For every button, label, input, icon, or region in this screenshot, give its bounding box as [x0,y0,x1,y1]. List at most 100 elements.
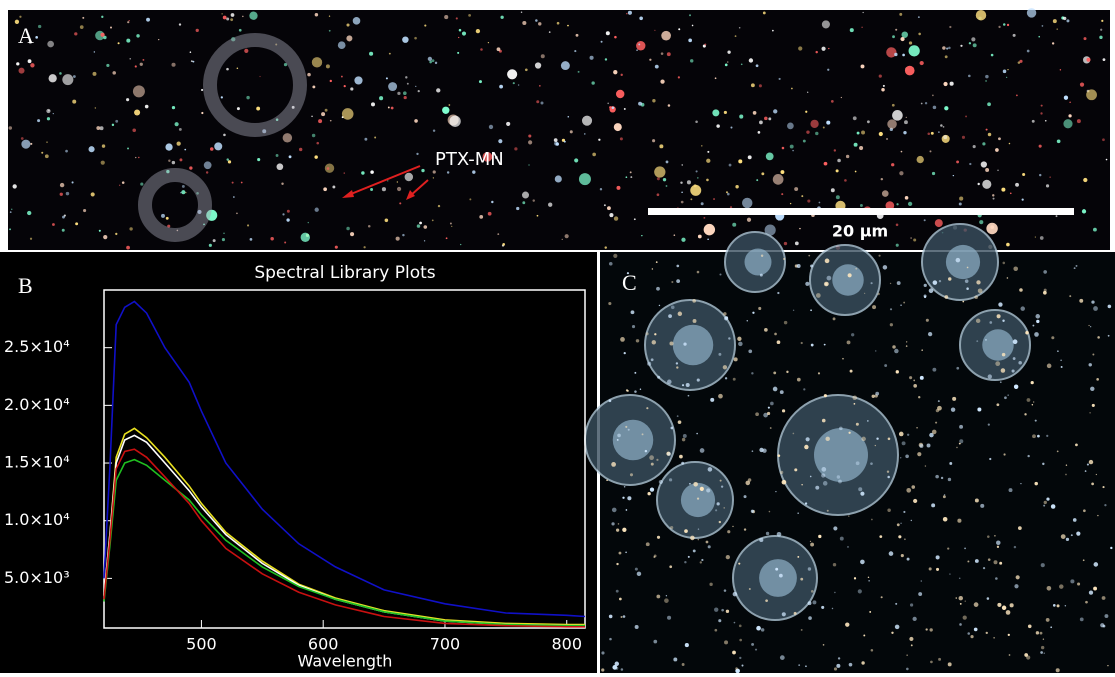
particle [230,18,233,21]
particle [387,180,388,181]
particle [9,228,11,230]
particle [620,137,623,140]
particle [1102,486,1104,488]
particle [911,485,915,489]
particle [899,432,904,437]
particle [959,439,963,443]
particle [901,554,904,557]
particle [601,651,604,654]
particle [236,213,238,215]
particle [204,161,212,169]
particle [432,219,434,221]
particle [781,193,783,195]
particle [1096,378,1099,381]
particle [405,76,407,78]
particle [716,124,719,127]
particle [903,511,905,513]
particle [724,589,727,592]
particle [223,134,226,137]
particle [935,219,943,227]
particle [794,468,797,471]
particle [115,120,118,123]
particle [621,668,624,671]
particle [638,102,642,106]
particle [1027,398,1031,402]
particle [536,100,539,103]
particle [431,59,434,62]
particle [222,238,225,241]
particle [890,308,892,310]
particle [759,121,763,125]
particle [960,45,962,47]
particle [656,261,658,263]
particle [985,75,988,78]
particle [805,502,807,504]
particle [91,192,95,196]
particle [62,74,73,85]
particle [346,35,352,41]
particle [657,376,660,379]
particle [1015,183,1019,187]
particle [678,312,682,316]
particle [1087,463,1089,465]
particle [1020,306,1024,310]
y-tick-label: 2.5×10⁴ [4,337,70,356]
particle [614,123,622,131]
particle [89,146,95,152]
particle [811,590,814,593]
particle [65,150,68,153]
particle [1034,482,1037,485]
particle [1043,291,1047,295]
particle [388,82,397,91]
particle [926,319,929,322]
particle [680,181,682,183]
particle [715,509,717,511]
particle [959,578,961,580]
particle [129,58,130,59]
particle [666,161,669,164]
particle [732,526,733,527]
particle [1007,69,1008,70]
particle [872,395,875,398]
particle [513,82,515,84]
particle [682,663,685,666]
particle [905,66,915,76]
particle [848,516,849,517]
particle [936,568,939,571]
particle [60,193,63,196]
particle [951,407,955,411]
particle [624,486,626,488]
particle [996,403,999,406]
particle [172,161,175,164]
particle [630,473,633,476]
particle [1057,139,1061,143]
particle [976,280,980,284]
particle [447,171,449,173]
particle [574,50,576,52]
particle [867,120,870,123]
particle [786,371,788,373]
particle [541,54,545,58]
particle [839,427,843,431]
particle [728,337,730,339]
particle [818,535,821,538]
particle [611,462,616,467]
particle [871,282,873,284]
particle [964,547,966,549]
particle [472,170,475,173]
particle [840,537,844,541]
particle [692,299,696,303]
particle [606,479,608,481]
particle [752,312,754,314]
particle [126,246,130,250]
particle [223,233,225,235]
particle [281,182,283,184]
particle [1069,295,1071,297]
particle [53,113,54,114]
particle [491,201,493,203]
particle [753,111,757,115]
particle [608,302,611,305]
particle [974,295,978,299]
particle [1057,450,1059,452]
particle [957,519,961,523]
